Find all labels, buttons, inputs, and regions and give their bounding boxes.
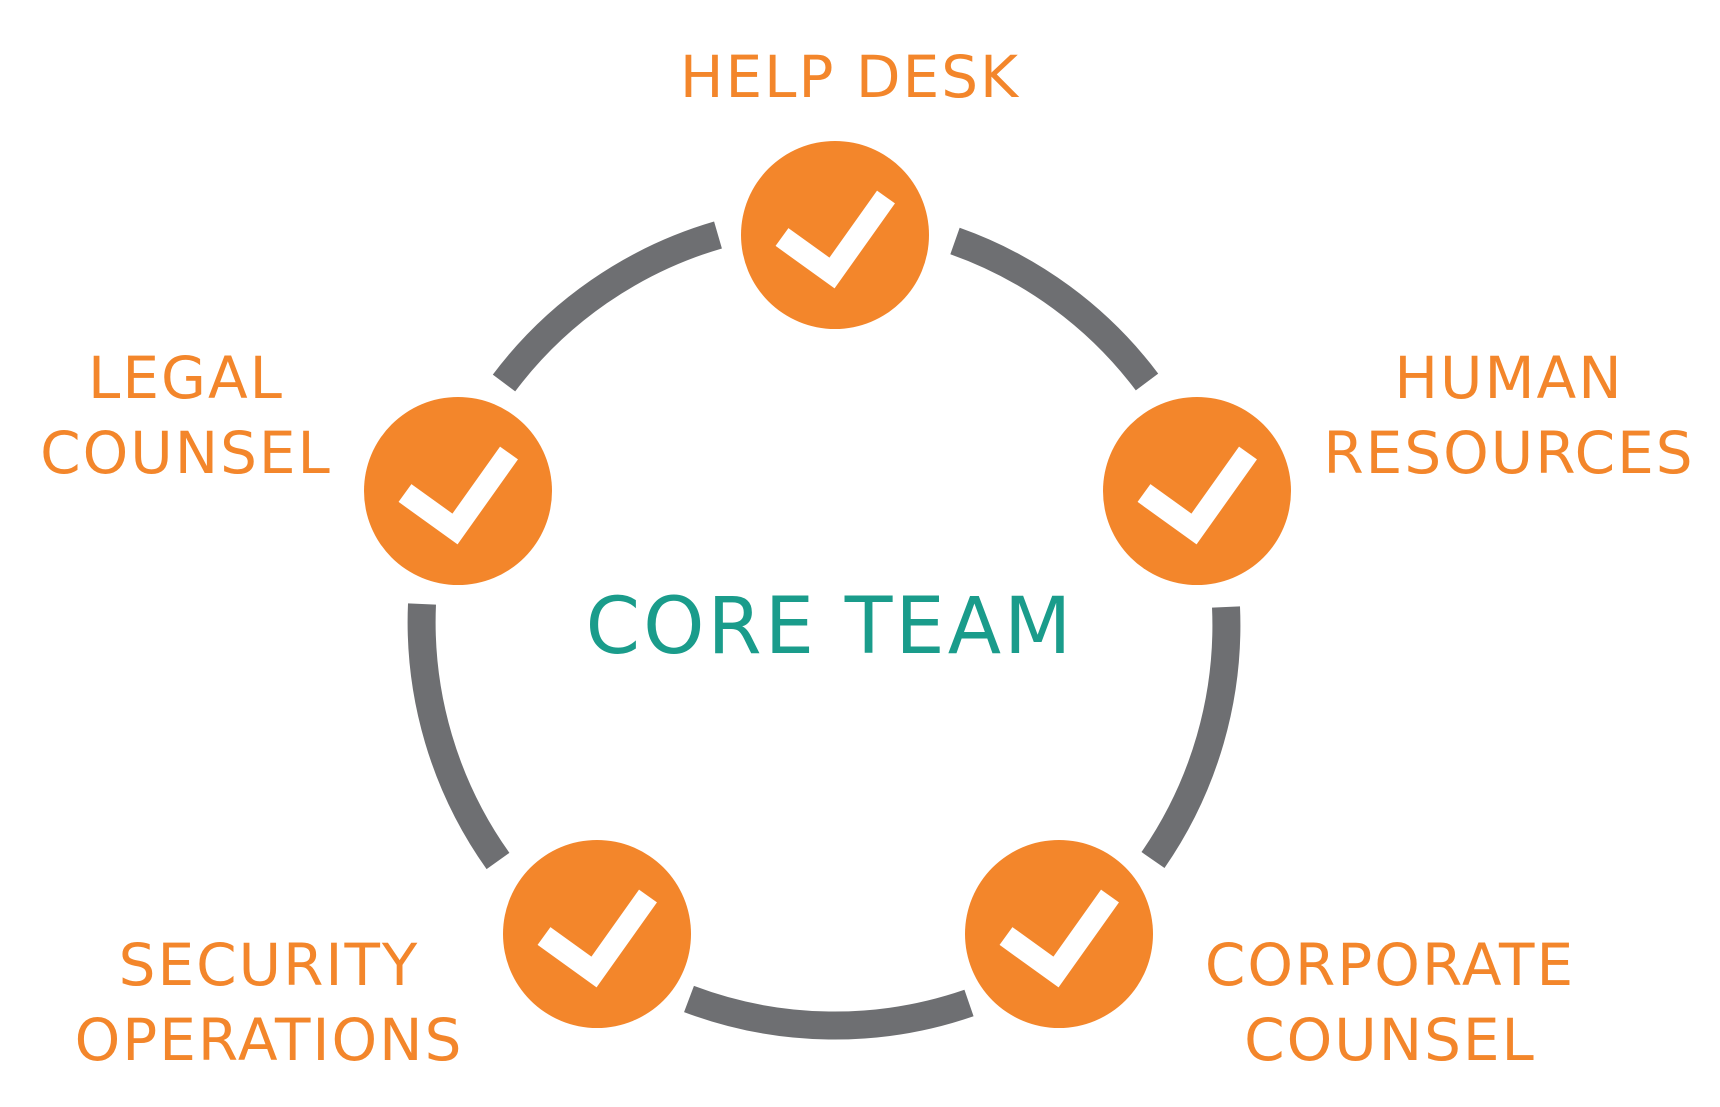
- label-human-resources-line-1: HUMAN: [1394, 344, 1623, 412]
- ring-arc-legal-counsel-to-help-desk: [492, 221, 722, 392]
- ring-arc-security-operations-to-legal-counsel: [407, 603, 510, 870]
- node-labels: HELP DESK HUMAN RESOURCES CORPORATE COUN…: [40, 43, 1694, 1074]
- label-help-desk-line-1: HELP DESK: [680, 43, 1020, 111]
- node-circle-legal-counsel: [364, 397, 552, 585]
- node-circle-human-resources: [1103, 397, 1291, 585]
- label-legal-counsel-line-1: LEGAL: [88, 344, 284, 412]
- checkmark-icon: [999, 889, 1119, 988]
- node-circle-security-operations: [503, 840, 691, 1028]
- label-security-operations-line-1: SECURITY: [119, 931, 420, 999]
- label-human-resources-line-2: RESOURCES: [1323, 419, 1694, 487]
- label-legal-counsel-line-2: COUNSEL: [40, 419, 332, 487]
- ring: [407, 221, 1241, 1040]
- node-security-operations: [503, 840, 691, 1028]
- node-corporate-counsel: [965, 840, 1153, 1028]
- nodes: [364, 141, 1291, 1028]
- node-legal-counsel: [364, 397, 552, 585]
- checkmark-icon: [398, 446, 518, 545]
- label-corporate-counsel-line-1: CORPORATE: [1205, 931, 1575, 999]
- center-label-core-team: CORE TEAM: [586, 582, 1075, 672]
- node-circle-help-desk: [741, 141, 929, 329]
- label-corporate-counsel-line-2: COUNSEL: [1244, 1006, 1536, 1074]
- checkmark-icon: [775, 190, 895, 289]
- node-human-resources: [1103, 397, 1291, 585]
- ring-arc-corporate-counsel-to-security-operations: [684, 985, 974, 1040]
- ring-arc-human-resources-to-corporate-counsel: [1141, 606, 1241, 868]
- node-circle-corporate-counsel: [965, 840, 1153, 1028]
- checkmark-icon: [1137, 446, 1257, 545]
- ring-arc-help-desk-to-human-resources: [950, 227, 1159, 391]
- checkmark-icon: [537, 889, 657, 988]
- node-help-desk: [741, 141, 929, 329]
- label-security-operations-line-2: OPERATIONS: [75, 1006, 464, 1074]
